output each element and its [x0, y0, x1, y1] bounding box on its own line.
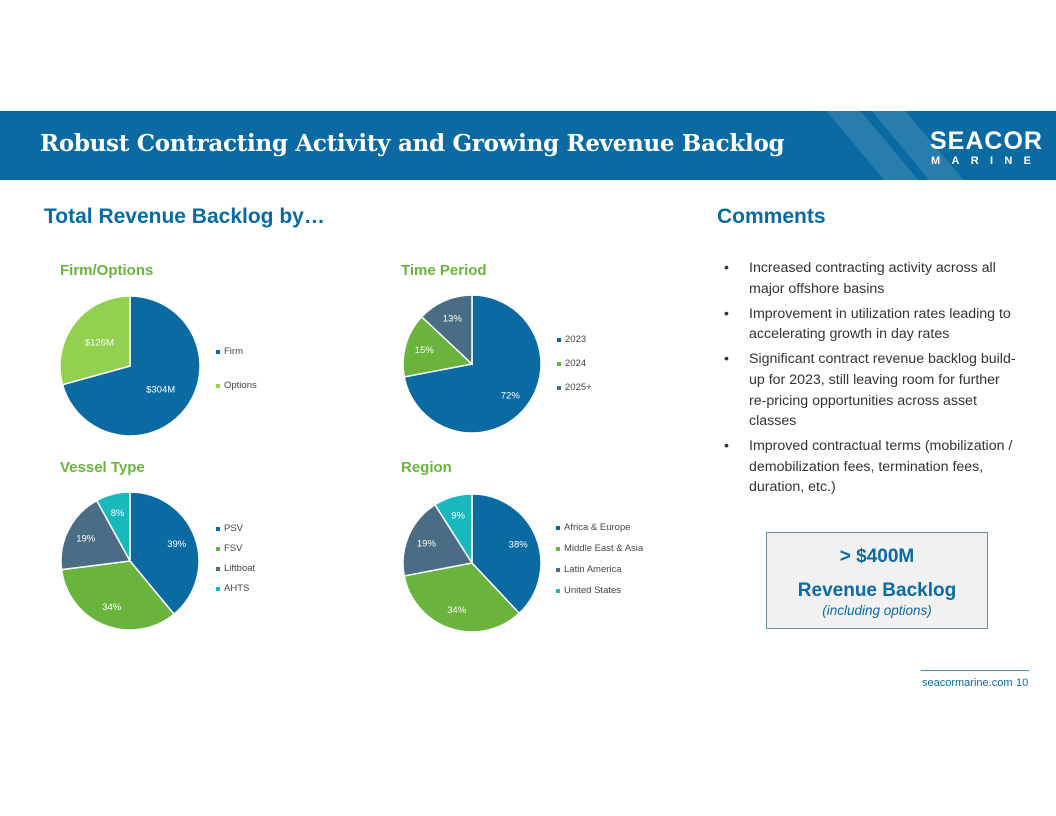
legend-swatch	[556, 588, 560, 593]
legend-label: 2024	[565, 358, 587, 369]
pie-data-label: 13%	[443, 313, 463, 324]
legend-item: AHTS	[216, 583, 249, 594]
section-heading-backlog: Total Revenue Backlog by…	[44, 205, 325, 228]
legend-swatch	[216, 383, 220, 388]
legend-item: Africa & Europe	[556, 522, 631, 533]
legend-swatch	[557, 337, 561, 342]
legend-swatch	[216, 566, 220, 571]
comment-item: Increased contracting activity across al…	[720, 258, 1020, 299]
legend-label: FSV	[224, 543, 243, 554]
legend-label: 2023	[565, 334, 587, 345]
pie-data-label: 15%	[415, 345, 435, 356]
pie-slice-united-states	[433, 493, 473, 566]
legend-swatch	[556, 546, 560, 551]
comment-item: Significant contract revenue backlog bui…	[720, 349, 1020, 431]
pie-data-label: 19%	[417, 538, 437, 549]
legend-label: Liftboat	[224, 563, 256, 574]
pie-data-label: $126M	[85, 338, 114, 349]
pie-data-label: 34%	[447, 605, 467, 616]
pie-slice-2025-	[420, 294, 473, 366]
callout-note: (including options)	[822, 603, 932, 618]
pie-data-label: 8%	[111, 508, 125, 519]
logo-letter: M	[931, 155, 941, 167]
pie-data-label: 38%	[509, 540, 529, 551]
pie-slice-liftboat	[60, 499, 132, 571]
legend-label: AHTS	[224, 583, 250, 594]
logo-letter: A	[951, 155, 960, 167]
chart-title-region: Region	[401, 459, 452, 476]
callout-amount: > $400M	[839, 546, 915, 567]
pie-slice-latin-america	[402, 503, 474, 577]
footer-website-link[interactable]: seacormarine.com	[922, 677, 1013, 689]
pie-slice-psv	[129, 491, 200, 616]
legend-item: Latin America	[556, 564, 622, 575]
legend-swatch	[557, 361, 561, 366]
legend-label: Africa & Europe	[564, 522, 631, 533]
pie-data-label: 19%	[76, 533, 96, 544]
chart-title-time-period: Time Period	[401, 262, 487, 279]
legend-label: PSV	[224, 523, 244, 534]
legend-label: Firm	[224, 346, 243, 357]
legend-swatch	[216, 586, 220, 591]
page-title: Robust Contracting Activity and Growing …	[40, 130, 785, 157]
page-number: 10	[1016, 677, 1029, 689]
legend-item: 2024	[557, 358, 586, 369]
pie-slice-options	[59, 295, 131, 386]
comments-list: Increased contracting activity across al…	[720, 258, 1020, 503]
chart-title-firm-options: Firm/Options	[60, 262, 154, 279]
legend-label: Middle East & Asia	[564, 543, 644, 554]
legend-item: 2023	[557, 334, 586, 345]
legend-item: Options	[216, 380, 257, 391]
pie-data-label: 72%	[501, 391, 521, 402]
legend-swatch	[556, 525, 560, 530]
logo-letter: E	[1023, 155, 1031, 167]
legend-item: Firm	[216, 346, 243, 357]
legend-item: Middle East & Asia	[556, 543, 643, 554]
legend-label: 2025+	[565, 382, 592, 393]
pie-slice-firm	[61, 295, 201, 437]
header-banner	[0, 111, 1056, 180]
legend-item: Liftboat	[216, 563, 255, 574]
legend-swatch	[216, 546, 220, 551]
pie-slice-fsv	[60, 560, 176, 631]
pie-slice-ahts	[95, 491, 131, 562]
logo-letter: I	[990, 155, 994, 167]
pie-slice-2024	[402, 315, 474, 378]
legend-swatch	[216, 526, 220, 531]
legend-label: United States	[564, 585, 622, 596]
legend-item: FSV	[216, 543, 242, 554]
pie-data-label: 39%	[167, 539, 187, 550]
revenue-backlog-callout: > $400M Revenue Backlog (including optio…	[766, 532, 988, 629]
legend-swatch	[557, 385, 561, 390]
chart-title-vessel-type: Vessel Type	[60, 459, 145, 476]
seacor-logo-wordmark: SEACOR	[930, 127, 1043, 155]
comment-item: Improvement in utilization rates leading…	[720, 304, 1020, 345]
pie-data-label: 9%	[451, 510, 465, 521]
logo-letter: R	[970, 155, 979, 167]
callout-label: Revenue Backlog	[797, 580, 957, 601]
legend-swatch	[556, 567, 560, 572]
legend-label: Latin America	[564, 564, 622, 575]
seacor-logo-subtitle: M A R I N E	[931, 155, 1031, 167]
pie-data-label: $304M	[146, 384, 175, 395]
pie-slice-africa-europe	[471, 493, 542, 615]
legend-swatch	[216, 349, 220, 354]
pie-slice-middle-east-asia	[403, 562, 521, 633]
section-heading-comments: Comments	[717, 205, 826, 228]
comment-item: Improved contractual terms (mobilization…	[720, 436, 1020, 498]
footer-divider	[921, 670, 1029, 671]
logo-letter: N	[1004, 155, 1013, 167]
legend-item: United States	[556, 585, 621, 596]
legend-item: 2025+	[557, 382, 592, 393]
legend-label: Options	[224, 380, 257, 391]
legend-item: PSV	[216, 523, 243, 534]
pie-data-label: 34%	[102, 602, 122, 613]
